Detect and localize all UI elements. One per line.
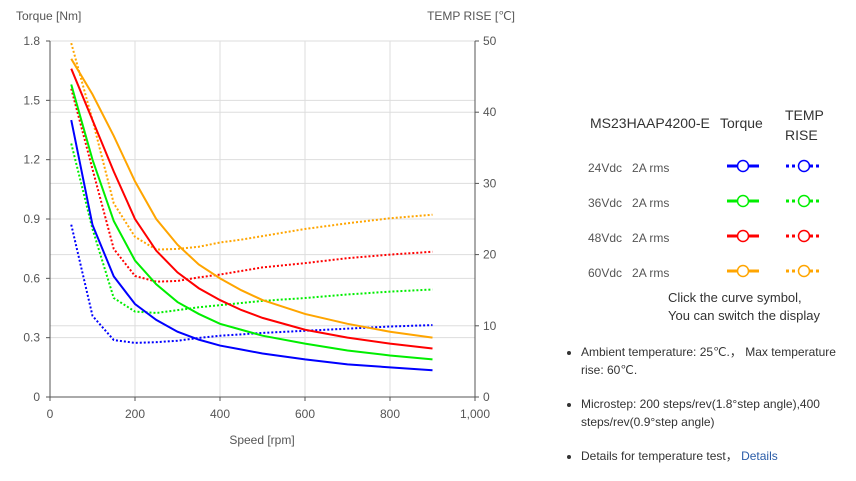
temp-legend-symbol[interactable]: [785, 228, 823, 244]
details-link[interactable]: Details: [741, 449, 778, 463]
voltage-label: 48Vdc: [588, 231, 623, 245]
y-tick-label: 0.6: [23, 271, 40, 285]
torque-legend-symbol[interactable]: [725, 193, 761, 209]
series-line-36vdc-2a-rms-temp-rise: [70, 143, 433, 314]
series-line-48vdc-2a-rms-torque: [70, 68, 433, 350]
torque-legend-symbol[interactable]: [725, 158, 761, 174]
temp-header-line2: RISE: [785, 127, 818, 143]
hint-line1: Click the curve symbol,: [668, 290, 802, 305]
y-tick-label: 1.5: [23, 93, 40, 107]
voltage-label: 60Vdc: [588, 266, 623, 280]
legend-hint: Click the curve symbol, You can switch th…: [668, 289, 820, 325]
y-tick-label: 1.2: [23, 153, 40, 167]
x-tick-label: 200: [125, 407, 145, 421]
series-line-60vdc-2a-rms-torque: [70, 58, 433, 339]
note-ambient: Ambient temperature: 25℃.， Max temperatu…: [581, 343, 841, 379]
details-text: Details for temperature test，: [581, 449, 738, 463]
legend-row-label: 48Vdc 2A rms: [588, 231, 669, 245]
x-tick-label: 0: [47, 407, 54, 421]
note-microstep: Microstep: 200 steps/rev(1.8°step angle)…: [581, 395, 841, 431]
x-tick-label: 800: [380, 407, 400, 421]
series-line-60vdc-2a-rms-temp-rise: [70, 42, 433, 251]
current-label: 2A rms: [632, 196, 670, 210]
temp-legend-symbol[interactable]: [785, 263, 823, 279]
voltage-label: 36Vdc: [588, 196, 623, 210]
y2-tick-label: 10: [483, 319, 497, 333]
y-tick-label: 0.9: [23, 212, 40, 226]
torque-legend-symbol[interactable]: [725, 263, 761, 279]
note-details: Details for temperature test， Details: [581, 447, 841, 465]
temp-header-line1: TEMP: [785, 107, 824, 123]
series-line-48vdc-2a-rms-temp-rise: [70, 88, 433, 283]
y-tick-label: 1.8: [23, 34, 40, 48]
y-axis-title: Torque [Nm]: [16, 9, 81, 23]
torque-legend-symbol[interactable]: [725, 228, 761, 244]
temp-legend-symbol[interactable]: [785, 193, 823, 209]
series-line-24vdc-2a-rms-temp-rise: [70, 224, 433, 344]
x-tick-label: 1,000: [460, 407, 490, 421]
y-tick-label: 0: [33, 390, 40, 404]
y2-tick-label: 30: [483, 176, 497, 190]
y2-tick-label: 20: [483, 248, 497, 262]
y2-axis-title: TEMP RISE [℃]: [427, 9, 515, 23]
x-tick-label: 400: [210, 407, 230, 421]
torque-temp-chart: 0 200 400 600 800 1,000 0 0.3 0.6 0.9 1.2 1.5 1.8 0 10…: [16, 9, 515, 447]
temp-legend-symbol[interactable]: [785, 158, 823, 174]
current-label: 2A rms: [632, 266, 670, 280]
legend-row-label: 36Vdc 2A rms: [588, 196, 669, 210]
series-line-24vdc-2a-rms-torque: [70, 119, 433, 372]
hint-line2: You can switch the display: [668, 308, 821, 323]
y2-tick-label: 50: [483, 34, 497, 48]
y2-tick-label: 0: [483, 390, 490, 404]
voltage-label: 24Vdc: [588, 161, 623, 175]
torque-column-header: Torque: [720, 115, 763, 131]
y-tick-label: 0.3: [23, 331, 40, 345]
legend-row-label: 60Vdc 2A rms: [588, 266, 669, 280]
y2-tick-label: 40: [483, 105, 497, 119]
x-tick-label: 600: [295, 407, 315, 421]
legend-row-label: 24Vdc 2A rms: [588, 161, 669, 175]
notes-list: Ambient temperature: 25℃.， Max temperatu…: [565, 343, 841, 481]
temp-column-header: TEMP RISE: [785, 105, 824, 145]
x-axis-title: Speed [rpm]: [229, 433, 294, 447]
model-name: MS23HAAP4200-E: [590, 115, 710, 131]
current-label: 2A rms: [632, 231, 670, 245]
series-line-36vdc-2a-rms-torque: [70, 84, 433, 361]
current-label: 2A rms: [632, 161, 670, 175]
